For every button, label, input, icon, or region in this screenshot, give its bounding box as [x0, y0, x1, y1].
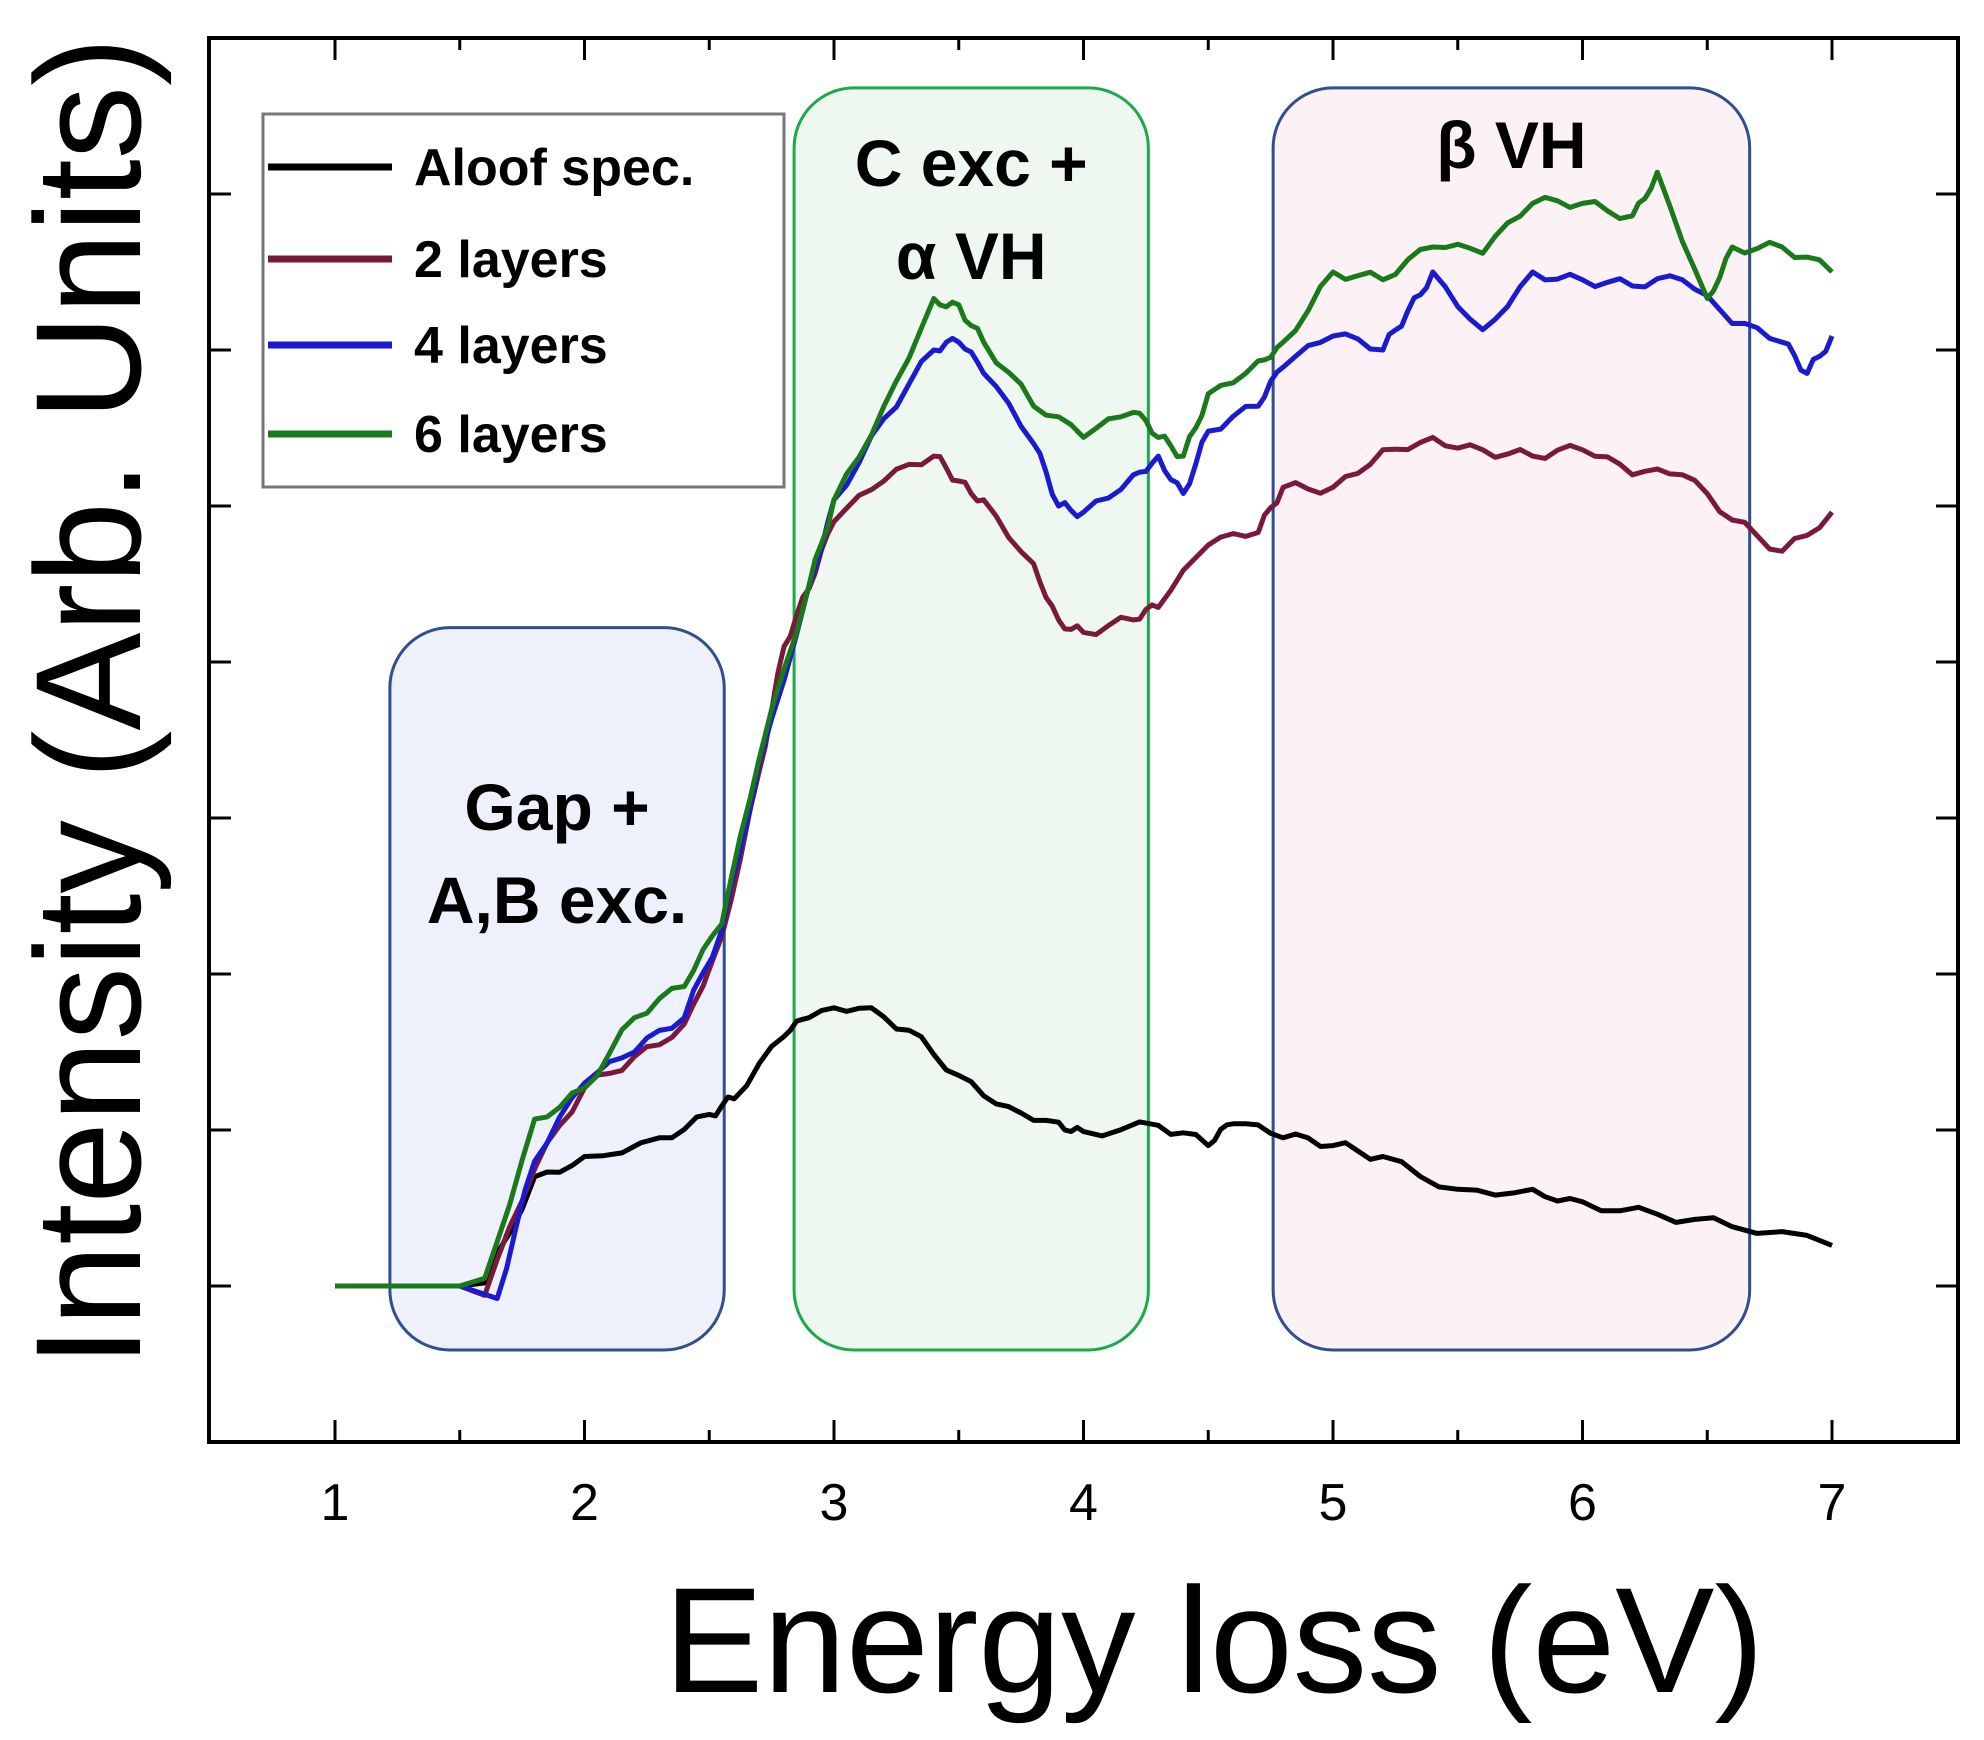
annotation-label: α VH [896, 219, 1047, 293]
annotation-label: A,B exc. [427, 863, 687, 937]
x-tick-label: 2 [570, 1474, 599, 1532]
series-line-aloof-spec- [335, 1005, 1833, 1289]
annotation-region [388, 626, 726, 1352]
annotation-region [1271, 86, 1752, 1352]
x-tick-label: 3 [820, 1474, 849, 1532]
x-tick-label: 4 [1069, 1474, 1098, 1532]
legend-label: Aloof spec. [414, 139, 694, 197]
legend-label: 6 layers [414, 406, 608, 464]
legend: Aloof spec. 2 layers 4 layers 6 layers [261, 112, 786, 489]
series-line-6-layers [335, 169, 1834, 1289]
y-axis-label: Intensity (Arb. Units) [4, 37, 172, 1367]
annotation-label: C exc + [855, 126, 1088, 200]
annotation-label: Gap + [464, 770, 649, 844]
x-tick-label: 1 [321, 1474, 350, 1532]
x-tick-label: 7 [1818, 1474, 1847, 1532]
x-tick-label: 6 [1568, 1474, 1597, 1532]
legend-label: 4 layers [414, 317, 608, 375]
x-tick-label: 5 [1319, 1474, 1348, 1532]
annotation-label: β VH [1436, 108, 1586, 182]
legend-label: 2 layers [414, 231, 608, 289]
x-axis-label: Energy loss (eV) [664, 1556, 1764, 1724]
